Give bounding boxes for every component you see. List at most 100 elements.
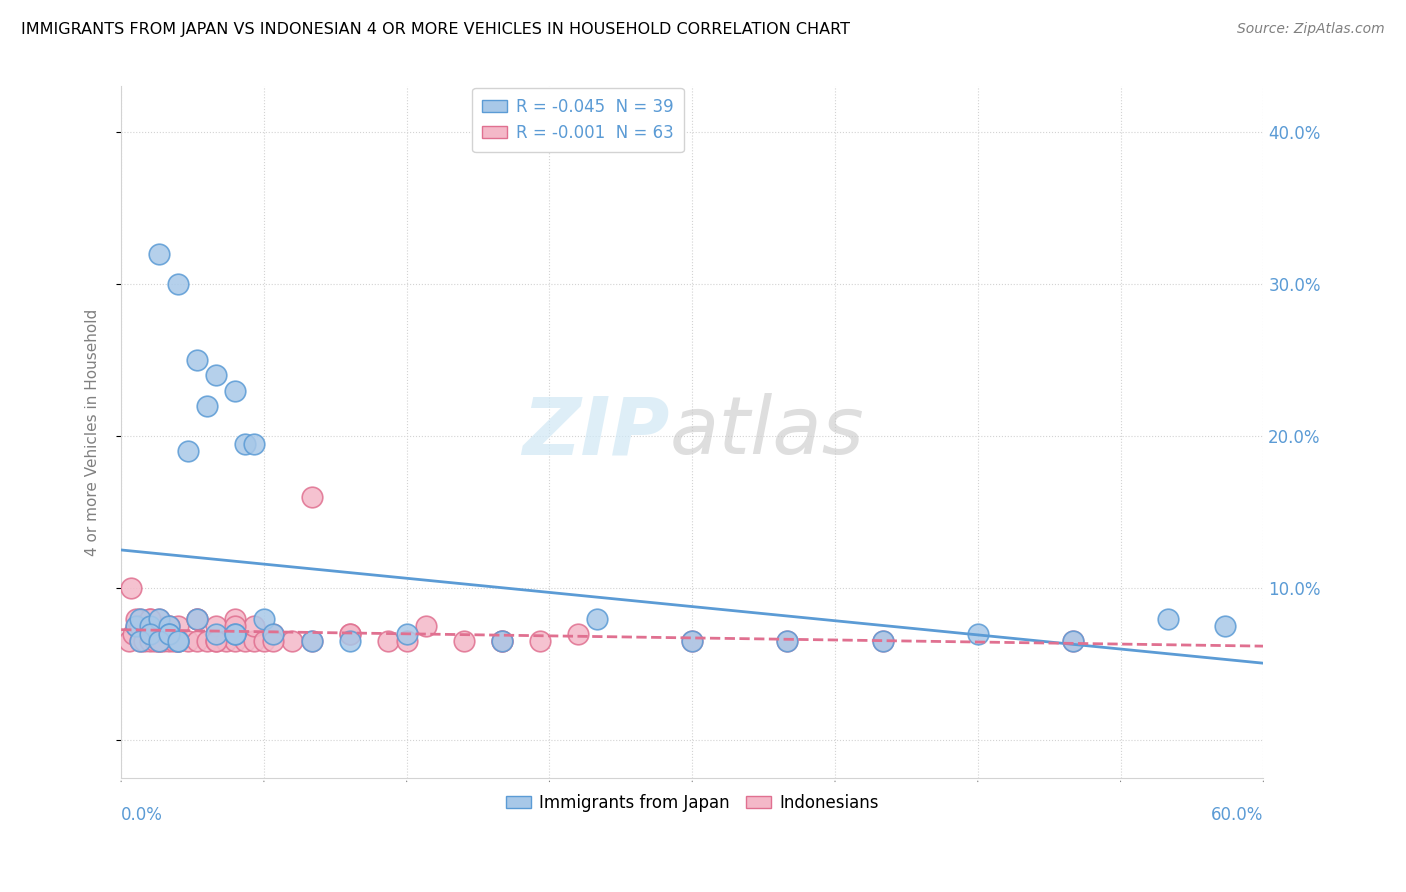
Point — [224, 627, 246, 641]
Point — [253, 612, 276, 626]
Point — [148, 246, 170, 260]
Point — [129, 634, 152, 648]
Point — [243, 436, 266, 450]
Point — [157, 627, 180, 641]
Point — [776, 634, 799, 648]
Point — [167, 634, 190, 648]
Point — [157, 619, 180, 633]
Point — [966, 627, 988, 641]
Point — [195, 634, 218, 648]
Point — [152, 634, 174, 648]
Text: 0.0%: 0.0% — [121, 805, 163, 823]
Point — [491, 634, 513, 648]
Point — [148, 634, 170, 648]
Point — [148, 634, 170, 648]
Point — [301, 634, 323, 648]
Point — [776, 634, 799, 648]
Point — [148, 612, 170, 626]
Point — [138, 612, 160, 626]
Point — [281, 634, 304, 648]
Point — [186, 353, 208, 368]
Point — [491, 634, 513, 648]
Point — [215, 634, 238, 648]
Point — [243, 634, 266, 648]
Point — [167, 634, 190, 648]
Point — [132, 634, 155, 648]
Point — [129, 619, 152, 633]
Point — [339, 634, 361, 648]
Point — [415, 619, 437, 633]
Text: atlas: atlas — [669, 393, 865, 471]
Point — [224, 612, 246, 626]
Point — [253, 634, 276, 648]
Point — [395, 627, 418, 641]
Point — [129, 612, 152, 626]
Point — [132, 619, 155, 633]
Point — [262, 627, 284, 641]
Point — [138, 627, 160, 641]
Point — [377, 634, 399, 648]
Point — [145, 634, 167, 648]
Point — [586, 612, 609, 626]
Point — [177, 444, 200, 458]
Point — [148, 619, 170, 633]
Point — [167, 634, 190, 648]
Point — [167, 277, 190, 291]
Point — [1062, 634, 1084, 648]
Point — [186, 634, 208, 648]
Point — [339, 627, 361, 641]
Point — [167, 634, 190, 648]
Point — [148, 612, 170, 626]
Point — [301, 490, 323, 504]
Point — [177, 634, 200, 648]
Point — [224, 384, 246, 398]
Point — [491, 634, 513, 648]
Point — [157, 627, 180, 641]
Point — [195, 399, 218, 413]
Point — [1062, 634, 1084, 648]
Point — [138, 619, 160, 633]
Text: 60.0%: 60.0% — [1211, 805, 1264, 823]
Point — [681, 634, 703, 648]
Point — [120, 581, 142, 595]
Point — [157, 634, 180, 648]
Legend: Immigrants from Japan, Indonesians: Immigrants from Japan, Indonesians — [499, 787, 886, 819]
Point — [205, 627, 228, 641]
Y-axis label: 4 or more Vehicles in Household: 4 or more Vehicles in Household — [86, 309, 100, 556]
Point — [148, 634, 170, 648]
Point — [186, 612, 208, 626]
Point — [224, 619, 246, 633]
Text: Source: ZipAtlas.com: Source: ZipAtlas.com — [1237, 22, 1385, 37]
Point — [205, 619, 228, 633]
Point — [262, 634, 284, 648]
Point — [205, 368, 228, 383]
Point — [529, 634, 551, 648]
Point — [453, 634, 475, 648]
Point — [872, 634, 894, 648]
Point — [118, 634, 141, 648]
Point — [121, 627, 143, 641]
Point — [233, 634, 256, 648]
Point — [567, 627, 589, 641]
Point — [205, 634, 228, 648]
Point — [872, 634, 894, 648]
Point — [339, 627, 361, 641]
Point — [233, 436, 256, 450]
Point — [125, 619, 148, 633]
Point — [186, 612, 208, 626]
Point — [129, 612, 152, 626]
Point — [1213, 619, 1236, 633]
Point — [138, 627, 160, 641]
Point — [186, 612, 208, 626]
Point — [157, 619, 180, 633]
Point — [129, 634, 152, 648]
Text: IMMIGRANTS FROM JAPAN VS INDONESIAN 4 OR MORE VEHICLES IN HOUSEHOLD CORRELATION : IMMIGRANTS FROM JAPAN VS INDONESIAN 4 OR… — [21, 22, 851, 37]
Point — [224, 627, 246, 641]
Point — [1157, 612, 1180, 626]
Point — [125, 612, 148, 626]
Point — [681, 634, 703, 648]
Point — [163, 634, 186, 648]
Point — [125, 619, 148, 633]
Point — [138, 634, 160, 648]
Text: ZIP: ZIP — [522, 393, 669, 471]
